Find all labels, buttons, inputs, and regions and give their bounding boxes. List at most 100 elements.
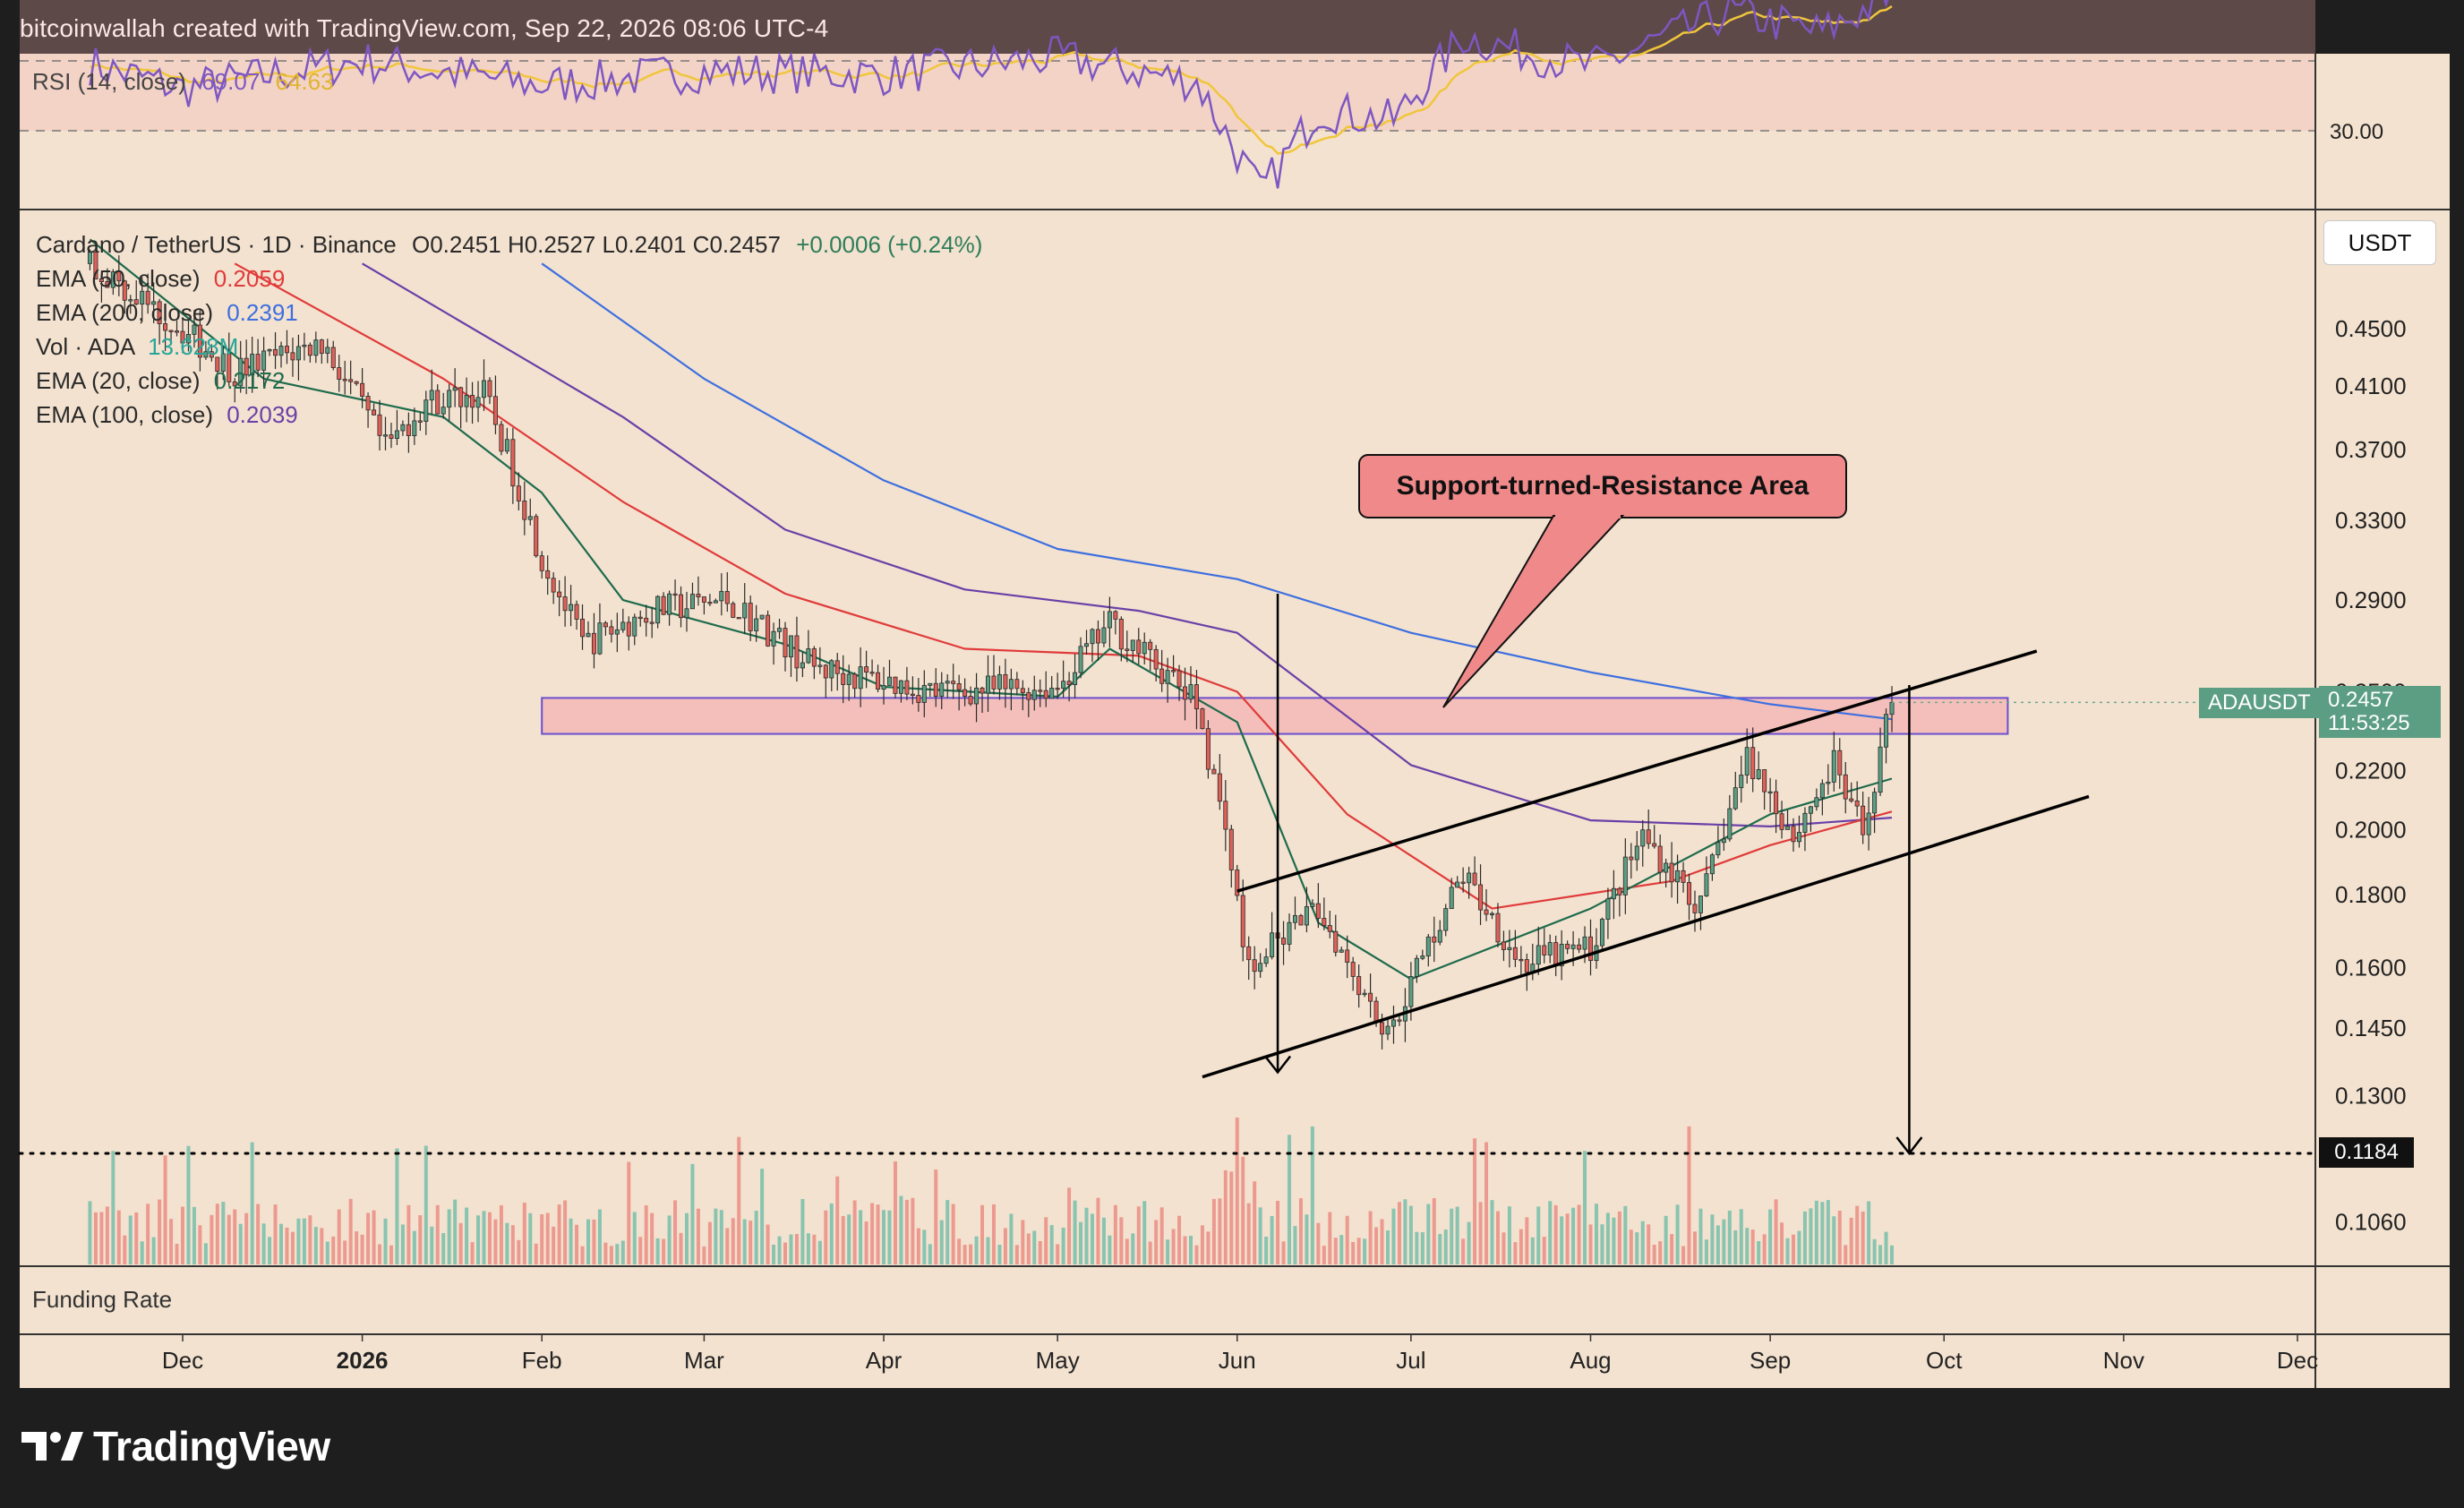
volume-bar [1530,1237,1535,1264]
candle-up [1826,781,1831,784]
candle-up [1570,944,1576,949]
candle-down [1553,942,1559,967]
legend-ema100[interactable]: EMA (100, close) 0.2039 [36,398,982,432]
candle-down [417,420,423,423]
candle-up [858,666,863,690]
volume-bar [754,1211,758,1264]
volume-bar [1844,1245,1848,1264]
candle-up [928,682,933,686]
legend-ema200[interactable]: EMA (200, close) 0.2391 [36,296,982,330]
volume-bar [1322,1246,1326,1264]
candle-up [655,595,661,624]
volume-bar [783,1242,788,1264]
drawings [18,454,2317,1156]
candle-up [1831,750,1836,783]
candle-down [991,675,997,690]
candle-down [1171,670,1176,673]
volume-bar [592,1219,596,1264]
projection-arrowhead-icon [1895,1136,1923,1156]
ema20-value: 0.2172 [213,367,286,394]
volume-bar [221,1202,226,1264]
volume-bar [1339,1235,1344,1264]
candle-down [180,330,185,344]
volume-bar [586,1219,590,1264]
volume-bar [244,1212,249,1264]
candle-down [1774,791,1779,815]
candle-down [145,290,150,305]
volume-bar [1014,1245,1019,1264]
candle-up [1188,684,1194,700]
volume-bar [690,1163,695,1264]
candle-up [313,339,319,356]
symbol-row: Cardano / TetherUS · 1D · Binance O0.245… [36,227,982,261]
volume-bar [1571,1207,1576,1264]
tradingview-logo[interactable]: TradingView [20,1422,330,1470]
volume-bar [1386,1230,1390,1264]
candle-up [754,618,759,631]
volume-bar [655,1238,660,1264]
rsi-axis-label: 30.00 [2330,120,2383,144]
rsi-label: RSI (14, close) [32,68,186,95]
volume-bar [1797,1230,1801,1264]
volume-bar [760,1169,765,1264]
volume-bar [175,1243,179,1264]
candle-up [1258,963,1263,972]
candle-up [788,635,793,658]
volume-bar [847,1214,851,1264]
candle-up [632,616,637,637]
volume-bar [1884,1231,1888,1264]
candle-down [360,382,365,397]
volume-bar [986,1237,990,1264]
candle-down [348,379,354,382]
volume-bar [1629,1230,1633,1264]
candle-down [1646,829,1651,844]
volume-bar [482,1211,486,1264]
candle-up [1443,908,1449,931]
volume-bar [1408,1205,1413,1264]
volume-bar [899,1195,903,1264]
volume-bar [487,1212,492,1264]
candle-up [1031,690,1037,700]
volume-bar [1159,1207,1164,1264]
volume-bar [1073,1200,1077,1264]
volume-bar [1258,1207,1262,1264]
candle-down [1565,943,1570,949]
candle-up [620,621,626,630]
volume-bar [389,1245,393,1264]
candle-down [98,278,104,282]
price-tick-label: 0.1600 [2335,954,2407,981]
candle-up [128,299,133,302]
candle-down [499,424,504,452]
rsi-ma-value: 64.63 [275,68,334,95]
candle-down [1217,773,1222,802]
candle-down [1350,962,1356,977]
volume-bar [465,1207,469,1264]
volume-bar [134,1212,139,1264]
currency-button[interactable]: USDT [2323,220,2436,265]
volume-bar [1513,1242,1518,1264]
ema50-line [234,262,1893,910]
candle-down [227,353,232,382]
candle-up [986,675,991,694]
volume-bar [1681,1246,1686,1264]
time-tick-label: Dec [162,1347,203,1374]
candle-down [1652,843,1657,847]
rsi-line [89,0,1889,189]
volume-bar [742,1219,747,1264]
volume-bar [1351,1241,1356,1264]
volume-bar [951,1204,955,1264]
ema100-value: 0.2039 [227,401,298,428]
candle-down [1356,976,1362,996]
candle-down [389,434,394,440]
legend-volume[interactable]: Vol · ADA 13.628M [36,330,982,364]
volume-bar [684,1212,689,1264]
candle-down [1194,684,1199,710]
candle-up [295,346,301,361]
candle-down [841,673,846,685]
legend-ema20[interactable]: EMA (20, close) 0.2172 [36,364,982,398]
volume-bar [250,1142,254,1264]
legend-ema50[interactable]: EMA (50, close) 0.2059 [36,261,982,296]
candle-up [1107,611,1112,629]
symbol-name[interactable]: Cardano / TetherUS · 1D · Binance [36,231,397,258]
volume-bar [1623,1205,1628,1264]
